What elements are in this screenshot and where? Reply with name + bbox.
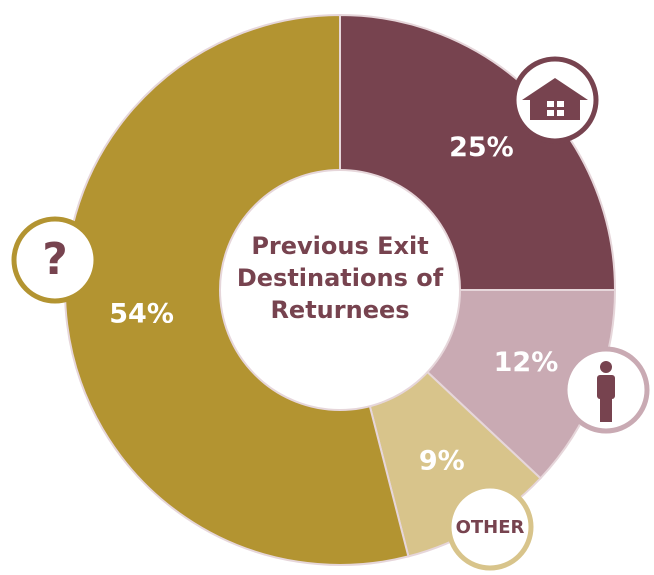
other-label: OTHER bbox=[456, 517, 525, 538]
chart-title: Previous Exit Destinations of Returnees bbox=[236, 232, 444, 324]
house-window bbox=[547, 101, 554, 107]
house-window bbox=[557, 101, 564, 107]
icon-badge bbox=[11, 216, 99, 304]
value-label: 12% bbox=[494, 347, 559, 378]
value-label: 9% bbox=[419, 446, 465, 477]
person-head bbox=[600, 361, 612, 373]
person-legs bbox=[600, 396, 612, 422]
house-roof bbox=[522, 78, 588, 100]
house-icon bbox=[522, 78, 588, 120]
house-window bbox=[557, 110, 564, 116]
value-label: 25% bbox=[449, 132, 514, 163]
question-label: ? bbox=[42, 234, 68, 285]
house-body bbox=[530, 96, 580, 120]
person-body bbox=[597, 375, 615, 399]
value-label: 54% bbox=[109, 299, 174, 330]
house-window bbox=[547, 110, 554, 116]
donut-hole bbox=[219, 169, 461, 411]
icon-badge bbox=[446, 483, 534, 571]
person-icon bbox=[597, 361, 615, 422]
